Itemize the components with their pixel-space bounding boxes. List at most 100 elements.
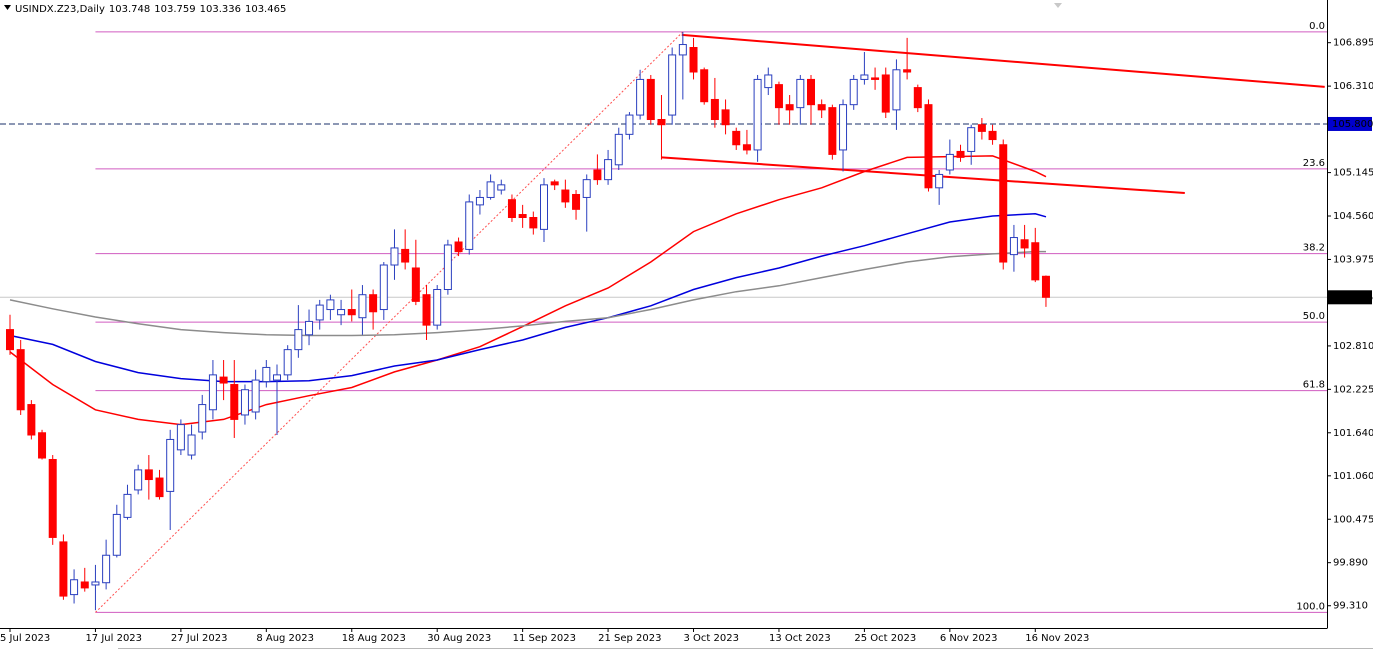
candle-body	[593, 169, 602, 181]
candle-body	[689, 47, 698, 73]
candle-body	[839, 104, 848, 151]
candle-body	[657, 119, 666, 126]
candle-body	[80, 581, 89, 589]
candle-body	[988, 130, 997, 141]
candle-body	[315, 304, 324, 321]
candle-body	[390, 247, 399, 266]
candle-body	[668, 54, 677, 116]
x-tick-label: 8 Aug 2023	[256, 633, 314, 644]
candle-body	[785, 104, 794, 111]
x-tick-label: 30 Aug 2023	[427, 633, 491, 644]
moving-average	[9, 250, 1046, 337]
x-tick-label: 6 Nov 2023	[940, 633, 998, 644]
candle-body	[1041, 275, 1050, 298]
candle-body	[913, 87, 922, 109]
candle-body	[379, 264, 388, 311]
candle-body	[6, 329, 14, 351]
candle-body	[507, 199, 516, 218]
candle-body	[48, 458, 57, 538]
candle-body	[871, 77, 880, 80]
level-tag-box	[1328, 116, 1372, 131]
y-tick-label: 100.475	[1333, 514, 1373, 525]
candle-body	[935, 173, 944, 189]
x-tick-label: 27 Jul 2023	[171, 633, 228, 644]
candle-body	[358, 294, 367, 319]
candle-body	[977, 124, 986, 132]
candle-body	[337, 309, 346, 316]
candle-body	[956, 150, 965, 158]
moving-average	[9, 155, 1047, 426]
candle-body	[700, 69, 709, 103]
candle-body	[774, 84, 783, 109]
candle-body	[1009, 237, 1018, 256]
candle-body	[721, 109, 730, 126]
candle-body	[817, 104, 826, 111]
candle-body	[860, 74, 869, 80]
candle-body	[550, 181, 559, 186]
candle-body	[443, 244, 452, 291]
candle-body	[636, 78, 645, 116]
symbol-menu-arrow[interactable]	[4, 5, 11, 10]
x-tick-label: 25 Oct 2023	[854, 633, 916, 644]
chart-title: USINDX.Z23,Daily	[15, 4, 105, 15]
candle-body	[155, 477, 164, 498]
candle-body	[27, 404, 36, 436]
scroll-marker	[1054, 3, 1062, 8]
y-tick-label: 102.810	[1333, 341, 1373, 352]
candle-body	[849, 78, 858, 106]
price-tag-label: 103.465	[1332, 292, 1373, 303]
candle-body	[283, 349, 292, 376]
candle-body	[764, 74, 773, 89]
candle-body	[240, 389, 249, 416]
y-tick-label: 106.895	[1333, 38, 1373, 49]
candle-body	[294, 329, 303, 351]
header-high: 103.759	[154, 4, 195, 15]
plot-area: 0.0 23.6 38.2 50.0 61.8 100.0	[0, 21, 1327, 613]
candle-body	[732, 130, 741, 146]
candle-body	[454, 241, 463, 253]
candle-body	[625, 114, 634, 135]
chart-header: USINDX.Z23,Daily 103.748 103.759 103.336 103…	[15, 4, 286, 15]
fib-diagonal	[95, 31, 684, 613]
header-close: 103.465	[245, 4, 286, 15]
candle-body	[518, 214, 527, 218]
candle-body	[251, 379, 260, 413]
candle-body	[742, 144, 751, 151]
candle-body	[529, 216, 538, 229]
candle-body	[166, 438, 175, 492]
x-tick-label: 13 Oct 2023	[769, 633, 831, 644]
moving-average	[9, 213, 1047, 383]
y-tick-label: 102.225	[1333, 384, 1373, 395]
candle-body	[273, 374, 281, 381]
header-low: 103.336	[200, 4, 241, 15]
candle-body	[1031, 242, 1040, 281]
x-tick-label: 16 Nov 2023	[1025, 633, 1089, 644]
candle-body	[881, 74, 890, 113]
candle-body	[903, 69, 912, 73]
candle-body	[187, 434, 196, 456]
candle-body	[422, 294, 431, 326]
fib-level-label: 50.0	[1303, 311, 1325, 322]
y-tick-label: 103.975	[1333, 254, 1373, 265]
x-tick-label: 21 Sep 2023	[598, 633, 661, 644]
candle-body	[892, 69, 901, 111]
fib-level-label: 100.0	[1296, 601, 1325, 612]
candle-body	[540, 184, 548, 230]
candle-body	[176, 424, 185, 451]
trendline	[661, 156, 1185, 195]
candle-body	[646, 78, 655, 121]
candle-body	[710, 98, 719, 121]
price-tag-box	[1328, 290, 1372, 305]
x-tick-label: 5 Jul 2023	[0, 633, 50, 644]
candle-body	[230, 384, 239, 420]
candle-body	[144, 469, 153, 481]
candle-body	[262, 366, 271, 383]
candle-body	[486, 181, 495, 198]
candle-body	[59, 541, 68, 597]
candle-body	[753, 78, 762, 151]
candle-body	[614, 133, 623, 166]
candle-body	[945, 153, 954, 171]
candle-body	[967, 127, 976, 152]
